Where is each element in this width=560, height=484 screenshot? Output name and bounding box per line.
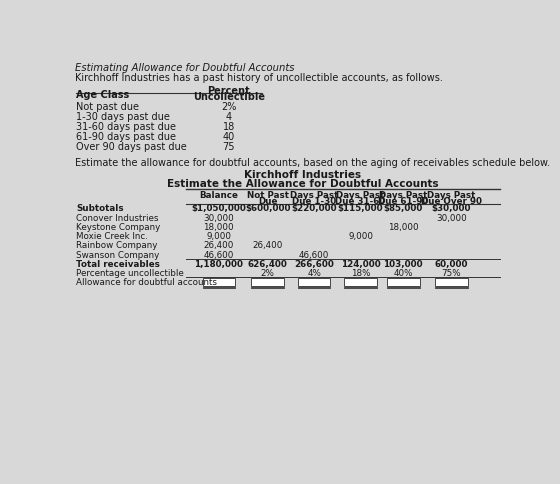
Text: $115,000: $115,000 — [338, 204, 384, 213]
Text: 26,400: 26,400 — [253, 242, 283, 250]
Text: Age Class: Age Class — [76, 91, 129, 100]
Text: 30,000: 30,000 — [436, 213, 466, 223]
Text: Estimate the allowance for doubtful accounts, based on the aging of receivables : Estimate the allowance for doubtful acco… — [74, 158, 550, 168]
Text: 1,180,000: 1,180,000 — [194, 260, 243, 269]
Text: 124,000: 124,000 — [340, 260, 380, 269]
Text: Percent: Percent — [208, 86, 250, 96]
Text: Keystone Company: Keystone Company — [76, 223, 161, 232]
Text: 60,000: 60,000 — [435, 260, 468, 269]
Text: Total receivables: Total receivables — [76, 260, 160, 269]
Text: $600,000: $600,000 — [245, 204, 291, 213]
Text: 75%: 75% — [441, 269, 461, 278]
Text: Over 90 days past due: Over 90 days past due — [76, 142, 187, 152]
Text: 46,600: 46,600 — [299, 251, 329, 259]
Text: 2%: 2% — [221, 102, 236, 112]
Text: 40%: 40% — [394, 269, 413, 278]
Text: Moxie Creek Inc.: Moxie Creek Inc. — [76, 232, 148, 241]
Text: 31-60 days past due: 31-60 days past due — [76, 122, 176, 132]
Text: Kirchhoff Industries has a past history of uncollectible accounts, as follows.: Kirchhoff Industries has a past history … — [74, 74, 442, 83]
Text: 9,000: 9,000 — [206, 232, 231, 241]
Text: Swanson Company: Swanson Company — [76, 251, 160, 259]
Text: 18: 18 — [223, 122, 235, 132]
Text: Percentage uncollectible: Percentage uncollectible — [76, 269, 184, 278]
Text: Conover Industries: Conover Industries — [76, 213, 158, 223]
Text: 75: 75 — [223, 142, 235, 152]
Text: Due 31-60: Due 31-60 — [335, 197, 386, 206]
Text: Due Over 90: Due Over 90 — [421, 197, 482, 206]
Bar — [298, 278, 330, 286]
Text: 18,000: 18,000 — [388, 223, 418, 232]
Text: Due 1-30: Due 1-30 — [292, 197, 336, 206]
Text: 4: 4 — [226, 112, 232, 122]
Text: $220,000: $220,000 — [291, 204, 337, 213]
Text: Days Past: Days Past — [337, 191, 385, 199]
Text: 626,400: 626,400 — [248, 260, 288, 269]
Text: Subtotals: Subtotals — [76, 204, 124, 213]
Text: 30,000: 30,000 — [203, 213, 234, 223]
Bar — [251, 278, 284, 286]
Bar — [435, 278, 468, 286]
Text: 61-90 days past due: 61-90 days past due — [76, 132, 176, 142]
Text: Estimate the Allowance for Doubtful Accounts: Estimate the Allowance for Doubtful Acco… — [167, 179, 438, 189]
Text: Rainbow Company: Rainbow Company — [76, 242, 157, 250]
Text: 1-30 days past due: 1-30 days past due — [76, 112, 170, 122]
Text: Kirchhoff Industries: Kirchhoff Industries — [244, 170, 361, 181]
Text: Due: Due — [258, 197, 277, 206]
Text: Not past due: Not past due — [76, 102, 139, 112]
Text: $30,000: $30,000 — [432, 204, 471, 213]
Text: 9,000: 9,000 — [348, 232, 373, 241]
Text: 18,000: 18,000 — [203, 223, 234, 232]
Text: 46,600: 46,600 — [204, 251, 234, 259]
Text: 2%: 2% — [261, 269, 274, 278]
Text: Uncollectible: Uncollectible — [193, 92, 265, 102]
Text: $1,050,000: $1,050,000 — [192, 204, 246, 213]
Text: 26,400: 26,400 — [204, 242, 234, 250]
Text: $85,000: $85,000 — [384, 204, 423, 213]
Text: Due 61-90: Due 61-90 — [378, 197, 428, 206]
Text: 18%: 18% — [351, 269, 370, 278]
Text: 103,000: 103,000 — [384, 260, 423, 269]
Text: 266,600: 266,600 — [294, 260, 334, 269]
Bar — [387, 278, 419, 286]
Bar — [344, 278, 377, 286]
Text: Estimating Allowance for Doubtful Accounts: Estimating Allowance for Doubtful Accoun… — [74, 63, 294, 74]
Text: Balance: Balance — [199, 191, 238, 199]
Text: 4%: 4% — [307, 269, 321, 278]
Text: Not Past: Not Past — [246, 191, 288, 199]
Text: Days Past: Days Past — [427, 191, 475, 199]
Text: Allowance for doubtful accounts: Allowance for doubtful accounts — [76, 278, 217, 287]
Text: Days Past: Days Past — [379, 191, 427, 199]
Text: 40: 40 — [223, 132, 235, 142]
Text: Days Past: Days Past — [290, 191, 338, 199]
Bar — [203, 278, 235, 286]
